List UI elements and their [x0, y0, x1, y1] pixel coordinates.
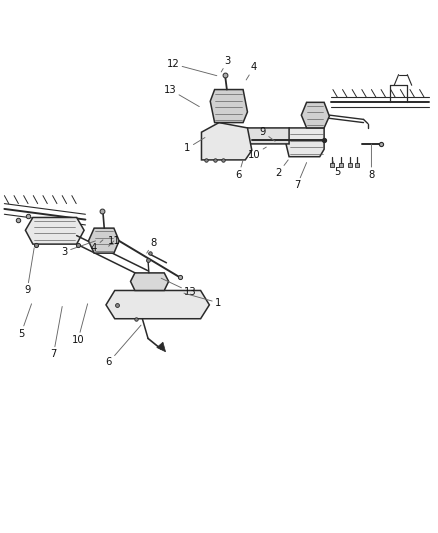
Polygon shape — [201, 123, 252, 160]
Text: 12: 12 — [166, 59, 217, 76]
Text: 7: 7 — [50, 306, 62, 359]
Text: 6: 6 — [106, 325, 141, 367]
Polygon shape — [285, 128, 324, 157]
Text: 3: 3 — [62, 241, 95, 256]
Text: 5: 5 — [333, 161, 340, 176]
Polygon shape — [240, 128, 289, 144]
Text: 2: 2 — [275, 160, 288, 178]
Text: 9: 9 — [260, 127, 275, 141]
Text: 5: 5 — [18, 304, 32, 338]
Text: 13: 13 — [161, 278, 197, 297]
Text: 4: 4 — [246, 62, 257, 80]
Text: 8: 8 — [147, 238, 156, 253]
Text: 6: 6 — [236, 160, 243, 180]
Polygon shape — [131, 273, 169, 290]
Polygon shape — [25, 217, 84, 244]
Text: 3: 3 — [221, 56, 231, 72]
Text: 10: 10 — [248, 147, 266, 159]
Text: 1: 1 — [184, 293, 221, 308]
Text: 10: 10 — [72, 304, 88, 345]
Polygon shape — [210, 90, 247, 123]
Text: 1: 1 — [184, 138, 205, 153]
Text: 11: 11 — [107, 236, 120, 246]
Polygon shape — [88, 228, 119, 253]
Polygon shape — [157, 342, 166, 352]
Text: 7: 7 — [294, 163, 307, 190]
Text: 13: 13 — [164, 85, 199, 107]
Text: 8: 8 — [368, 144, 374, 180]
Text: 9: 9 — [24, 248, 34, 295]
Text: 4: 4 — [91, 240, 103, 253]
Polygon shape — [106, 290, 209, 319]
Polygon shape — [301, 102, 329, 128]
